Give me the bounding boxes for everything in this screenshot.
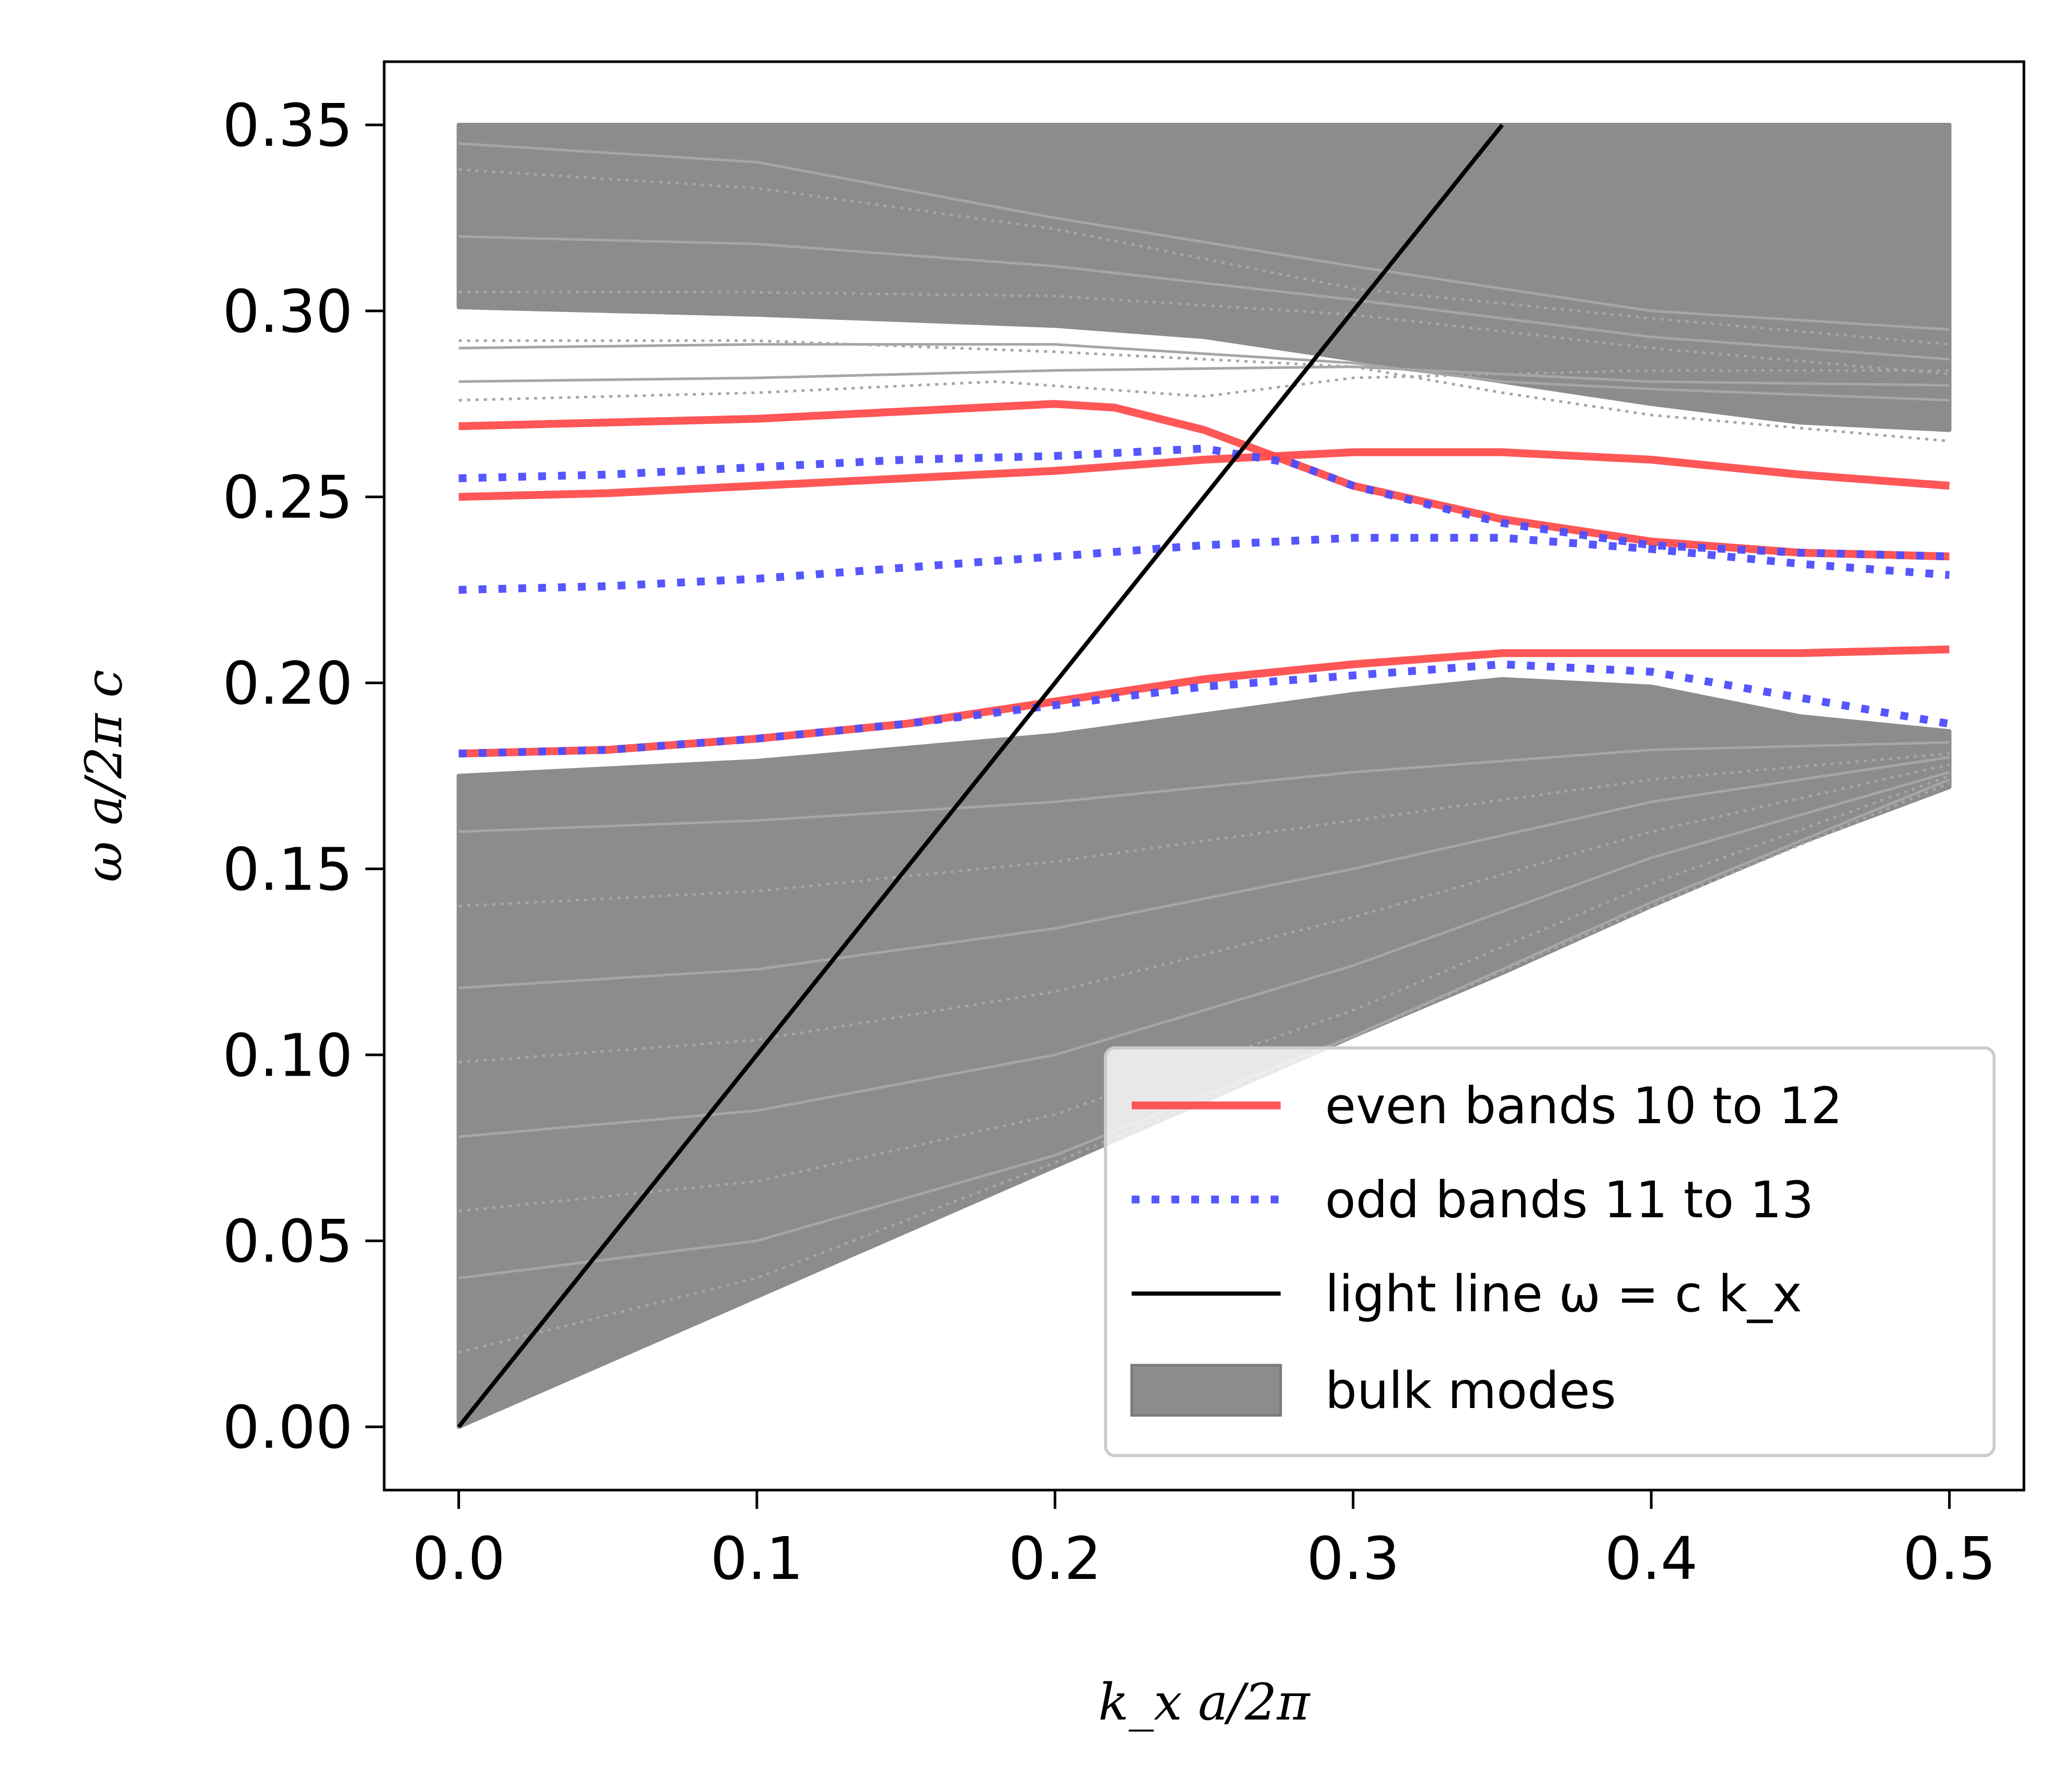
- legend-label: odd bands 11 to 13: [1325, 1171, 1814, 1229]
- plot-frame: [383, 60, 2025, 1492]
- y-tick-label: 0.25: [223, 464, 353, 532]
- series-solid-red-1: [458, 448, 1950, 501]
- bulk-band-line-3: [458, 369, 1950, 402]
- x-tick-label: 0.0: [412, 1525, 505, 1593]
- legend-swatch-bulk: [1130, 1364, 1282, 1417]
- legend-label: bulk modes: [1325, 1362, 1616, 1420]
- y-tick-label: 0.20: [223, 650, 353, 718]
- x-tick-label: 0.2: [1008, 1525, 1101, 1593]
- y-tick-label: 0.30: [223, 278, 353, 346]
- bulk-band-line-8: [458, 741, 1950, 833]
- y-tick-label: 0.00: [223, 1394, 353, 1462]
- x-axis-label: k_x a/2π: [1098, 1673, 1310, 1732]
- legend-box: [1104, 1046, 1996, 1457]
- bulk-band-line-11: [458, 763, 1950, 1064]
- bulk-region-1: [456, 122, 1952, 432]
- y-tick-label: 0.10: [223, 1022, 353, 1090]
- y-tick-label: 0.05: [223, 1208, 353, 1276]
- x-tick-label: 0.3: [1307, 1525, 1400, 1593]
- legend-label: light line ω = c k_x: [1325, 1265, 1802, 1323]
- axes: 0.0 0.1 0.2 0.3 0.4 0.5 0.00 0.05 0.10 0.15 0.20 0.…: [75, 60, 2025, 1732]
- bulk-band-line-10: [458, 756, 1950, 989]
- y-tick-label: 0.15: [223, 836, 353, 904]
- bulk-band-line-2: [458, 365, 1950, 387]
- series-solid-red-2: [458, 400, 1950, 561]
- series-solid-red-0: [458, 645, 1950, 758]
- x-tick-label: 0.5: [1903, 1525, 1996, 1593]
- legend-label: even bands 10 to 12: [1325, 1077, 1843, 1135]
- bulk-band-line-0: [458, 343, 1950, 402]
- bulk-band-line-6: [458, 235, 1950, 361]
- bulk-band-line-4: [458, 142, 1950, 331]
- y-tick-label: 0.35: [223, 92, 353, 160]
- bulk-band-line-7: [458, 291, 1950, 376]
- x-tick-label: 0.4: [1605, 1525, 1698, 1593]
- y-axis-label: ω a/2π c: [75, 670, 133, 882]
- series-solid-black-6: [457, 123, 1504, 1428]
- x-tick-label: 0.1: [710, 1525, 803, 1593]
- band-series-layer: [457, 123, 1950, 1428]
- legend: even bands 10 to 12 odd bands 11 to 13 lig…: [1104, 1046, 1996, 1457]
